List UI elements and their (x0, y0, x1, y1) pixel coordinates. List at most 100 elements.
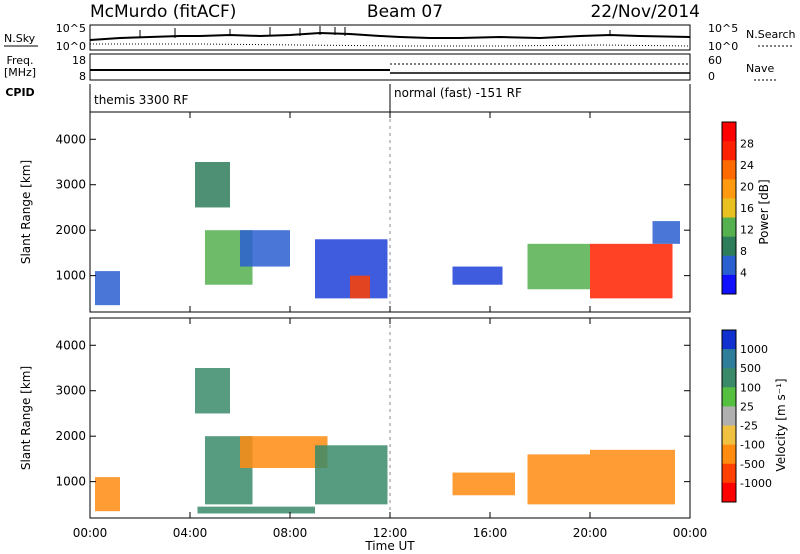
velocity-echo-patch-4 (315, 445, 388, 505)
power-colorbar-swatch-3 (722, 179, 736, 199)
date-title: 22/Nov/2014 (590, 2, 700, 22)
freq-label: Freq. (6, 54, 33, 67)
nsky-label: N.Sky (4, 32, 36, 45)
power-echo-patch-1 (195, 162, 230, 208)
x-tick-label-3: 12:00 (373, 526, 408, 540)
velocity-y-axis: 1000 2000 3000 4000 (55, 338, 690, 489)
cpid-mode-right: normal (fast) -151 RF (394, 86, 522, 100)
power-colorbar-swatch-7 (722, 255, 736, 276)
x-tick-label-1: 04:00 (173, 526, 208, 540)
power-colorbar-tick-5: 24 (740, 159, 754, 172)
nsky-trace (89, 31, 691, 41)
velocity-data-layer (95, 368, 675, 514)
velocity-colorbar-tick-7: -1000 (740, 477, 772, 490)
power-colorbar: 4 8 12 16 20 24 28 (721, 121, 754, 295)
freq-panel-frame (89, 53, 691, 81)
velocity-echo-patch-3 (240, 436, 328, 468)
velocity-colorbar-label: Velocity [m s⁻¹] (774, 378, 788, 471)
nsearch-label: N.Search (746, 28, 796, 41)
velocity-colorbar-swatch-6 (722, 444, 736, 465)
beam-title: Beam 07 (367, 2, 443, 22)
nsky-spikes (139, 26, 611, 38)
nsearch-tick-bottom: 10^0 (708, 40, 738, 53)
velocity-echo-patch-1 (195, 368, 230, 414)
velocity-y-tick-label-2: 3000 (55, 384, 86, 398)
nsky-tick-top: 10^5 (56, 22, 86, 35)
power-y-axis-label: Slant Range [km] (19, 160, 33, 264)
velocity-colorbar-swatch-5 (722, 425, 736, 446)
power-colorbar-swatch-4 (722, 198, 736, 219)
power-echo-patch-3 (240, 230, 290, 267)
power-colorbar-swatch-1 (722, 141, 736, 161)
time-axis: 00:00 04:00 08:00 12:00 16:00 20:00 00:00 (73, 112, 708, 540)
velocity-colorbar-tick-0: 1000 (740, 343, 768, 356)
velocity-echo-patch-8 (197, 506, 315, 514)
power-data-layer (95, 162, 680, 306)
x-axis-label: Time UT (364, 539, 415, 553)
x-tick-label-5: 20:00 (573, 526, 608, 540)
velocity-echo-patch-6 (527, 454, 590, 505)
power-colorbar-swatch-8 (722, 274, 736, 295)
nsearch-tick-top: 10^5 (708, 22, 738, 35)
power-colorbar-swatch-5 (722, 217, 736, 238)
power-colorbar-tick-0: 4 (740, 267, 747, 280)
velocity-colorbar-swatch-3 (722, 387, 736, 407)
freq-unit-label: [MHz] (4, 66, 36, 79)
velocity-colorbar-swatch-8 (722, 482, 736, 503)
power-colorbar-tick-3: 16 (740, 202, 754, 215)
velocity-colorbar-frame (721, 329, 737, 503)
velocity-colorbar-tick-6: -500 (740, 458, 765, 471)
nave-tick-top: 60 (708, 54, 722, 67)
power-echo-patch-8 (590, 243, 673, 299)
velocity-y-tick-label-0: 1000 (55, 475, 86, 489)
velocity-y-axis-label: Slant Range [km] (19, 366, 33, 470)
velocity-colorbar-tick-5: -100 (740, 439, 765, 452)
power-colorbar-swatch-2 (722, 160, 736, 180)
power-colorbar-swatch-6 (722, 236, 736, 257)
power-echo-patch-6 (452, 266, 503, 285)
power-colorbar-swatch-0 (722, 122, 736, 142)
station-title: McMurdo (fitACF) (90, 2, 236, 22)
velocity-colorbar-swatch-7 (722, 463, 736, 484)
velocity-colorbar-tick-2: 100 (740, 381, 761, 394)
velocity-colorbar-swatch-2 (722, 368, 736, 388)
velocity-colorbar-swatch-1 (722, 349, 736, 369)
x-tick-label-6: 00:00 (673, 526, 708, 540)
velocity-y-tick-label-3: 4000 (55, 338, 86, 352)
velocity-colorbar-swatch-0 (722, 330, 736, 350)
power-echo-patch-5 (350, 275, 370, 299)
power-colorbar-tick-6: 28 (740, 138, 754, 151)
power-echo-patch-0 (95, 271, 120, 306)
cpid-label: CPID (5, 86, 34, 99)
velocity-colorbar-tick-4: -25 (740, 420, 758, 433)
power-echo-patch-9 (652, 221, 680, 244)
power-y-tick-label-1: 2000 (55, 223, 86, 237)
nsky-panel-frame (89, 24, 691, 51)
power-y-tick-label-0: 1000 (55, 269, 86, 283)
power-colorbar-tick-4: 20 (740, 181, 754, 194)
nsearch-trace (90, 43, 691, 47)
nsky-tick-bottom: 10^0 (56, 40, 86, 53)
power-y-tick-label-2: 3000 (55, 178, 86, 192)
power-y-axis: 1000 2000 3000 4000 (55, 132, 690, 283)
power-y-tick-label-3: 4000 (55, 132, 86, 146)
x-tick-label-4: 16:00 (473, 526, 508, 540)
velocity-colorbar-tick-1: 500 (740, 362, 761, 375)
velocity-echo-patch-7 (590, 449, 675, 505)
velocity-colorbar-swatch-4 (722, 406, 736, 427)
x-tick-label-2: 08:00 (273, 526, 308, 540)
velocity-echo-patch-5 (452, 472, 515, 496)
freq-tick-bottom: 8 (79, 70, 86, 83)
power-echo-patch-7 (527, 243, 590, 290)
velocity-colorbar-tick-3: 25 (740, 400, 754, 413)
x-tick-label-0: 00:00 (73, 526, 108, 540)
power-colorbar-tick-2: 12 (740, 224, 754, 237)
nave-label: Nave (746, 62, 774, 75)
freq-tick-top: 18 (72, 54, 86, 67)
power-colorbar-tick-1: 8 (740, 245, 747, 258)
velocity-colorbar: 1000 500 100 25 -25 -100 -500 -1000 (721, 329, 772, 503)
nave-tick-bottom: 0 (708, 70, 715, 83)
cpid-mode-left: themis 3300 RF (94, 93, 188, 107)
power-colorbar-frame (721, 121, 737, 295)
